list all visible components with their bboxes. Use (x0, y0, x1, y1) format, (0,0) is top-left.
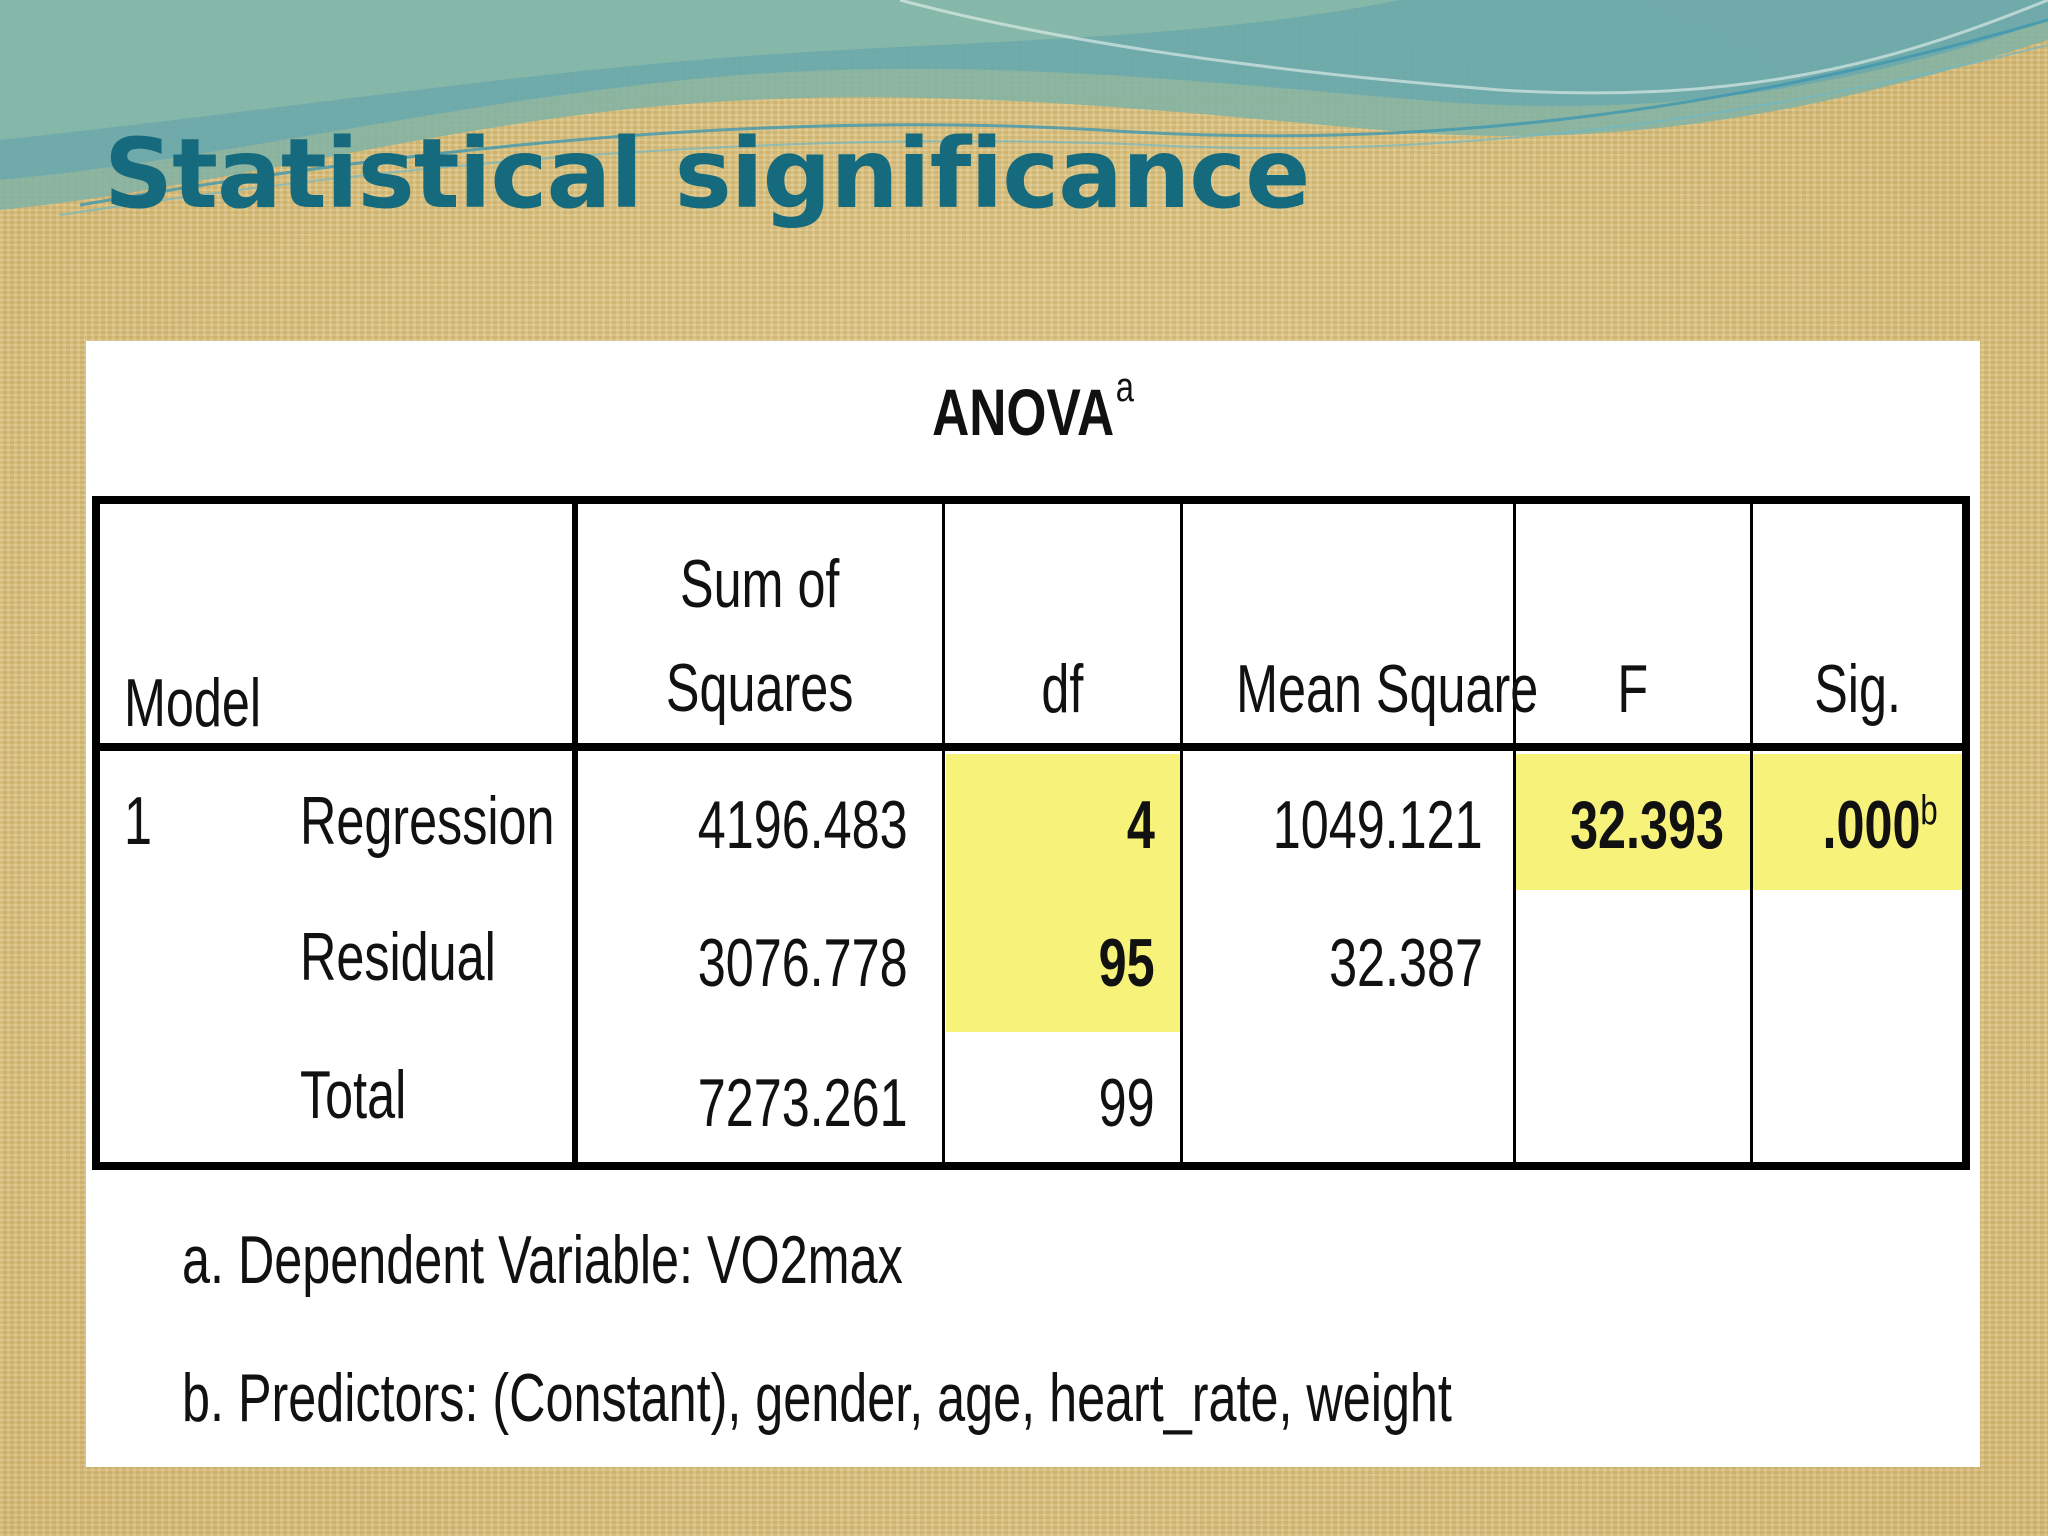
row-label-residual-text: Residual (300, 919, 496, 995)
cell-sig-text: .000 (1822, 787, 1921, 863)
cell-df-text: 99 (1099, 1065, 1155, 1141)
cell-f: 32.393 (1516, 786, 1724, 864)
header-model-text: Model (124, 665, 262, 741)
cell-df-text: 95 (1099, 925, 1155, 1001)
row-label-residual: Residual (300, 918, 565, 996)
column-divider (1513, 504, 1516, 1162)
cell-sum-of-squares: 7273.261 (578, 1064, 908, 1142)
header-divider (100, 743, 1962, 751)
column-divider (942, 504, 945, 1162)
header-sum-of-squares-line1: Sum of (680, 546, 840, 622)
anova-table-panel: ANOVAa Model Sum of Squares df Mean Squa… (86, 341, 1980, 1467)
cell-df: 4 (945, 786, 1155, 864)
footnote-a: a. Dependent Variable: VO2max (182, 1222, 903, 1298)
decorative-wave-banner (0, 0, 2048, 216)
row-label-total: Total (300, 1056, 444, 1134)
highlight-df-regression (946, 754, 1181, 1032)
anova-table: Model Sum of Squares df Mean Square F Si… (92, 496, 1970, 1170)
header-sum-of-squares-line2: Squares (666, 650, 854, 726)
highlight-sig-regression (1751, 754, 1962, 890)
header-f: F (1516, 650, 1750, 728)
cell-mean-square: 1049.121 (1183, 786, 1483, 864)
column-divider (572, 504, 578, 1162)
cell-sum-of-squares-text: 7273.261 (698, 1065, 908, 1141)
header-sig-text: Sig. (1814, 651, 1901, 727)
header-mean-square: Mean Square (1183, 650, 1538, 728)
row-label-regression-text: Regression (300, 783, 555, 859)
cell-df-text: 4 (1127, 787, 1155, 863)
highlight-f-regression (1514, 754, 1751, 890)
model-number-text: 1 (124, 783, 152, 859)
header-df: df (945, 650, 1180, 728)
cell-mean-square-text: 32.387 (1329, 925, 1483, 1001)
table-title-text: ANOVA (932, 375, 1115, 449)
cell-sig: .000b (1753, 786, 1938, 864)
table-title-superscript: a (1115, 363, 1134, 410)
cell-df: 99 (945, 1064, 1155, 1142)
cell-sig-superscript: b (1920, 786, 1938, 834)
model-number: 1 (124, 782, 162, 860)
cell-df: 95 (945, 924, 1155, 1002)
table-title: ANOVAa (294, 363, 1771, 450)
header-df-text: df (1041, 651, 1084, 727)
cell-sum-of-squares-text: 4196.483 (698, 787, 908, 863)
header-sig: Sig. (1753, 650, 1962, 728)
cell-sum-of-squares: 4196.483 (578, 786, 908, 864)
column-divider (1750, 504, 1753, 1162)
header-sum-of-squares: Sum of Squares (578, 532, 942, 740)
cell-mean-square: 32.387 (1183, 924, 1483, 1002)
footnote-b: b. Predictors: (Constant), gender, age, … (182, 1360, 1452, 1436)
column-divider (1180, 504, 1183, 1162)
cell-sum-of-squares: 3076.778 (578, 924, 908, 1002)
cell-mean-square-text: 1049.121 (1273, 787, 1483, 863)
cell-f-text: 32.393 (1570, 787, 1724, 863)
header-f-text: F (1617, 651, 1649, 727)
cell-sum-of-squares-text: 3076.778 (698, 925, 908, 1001)
slide-title: Statistical significance (104, 118, 1310, 230)
row-label-regression: Regression (300, 782, 644, 860)
header-mean-square-text: Mean Square (1236, 651, 1539, 727)
header-model: Model (124, 664, 309, 742)
row-label-total-text: Total (300, 1057, 407, 1133)
